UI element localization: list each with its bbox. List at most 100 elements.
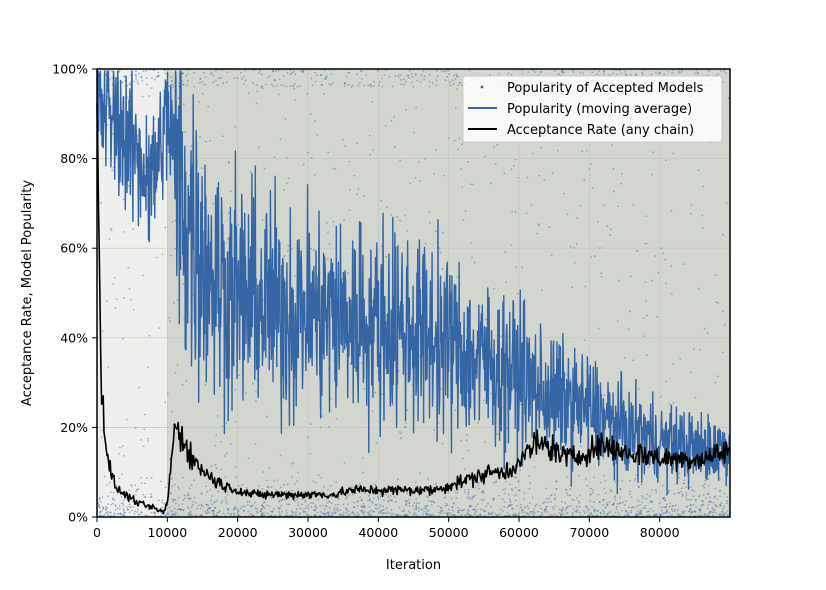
scatter-point <box>519 469 521 471</box>
scatter-point <box>448 73 451 76</box>
scatter-point <box>416 502 418 504</box>
scatter-point <box>664 282 667 285</box>
scatter-point <box>627 514 630 516</box>
scatter-point <box>122 504 125 507</box>
scatter-point <box>278 513 281 516</box>
scatter-point <box>515 493 518 496</box>
scatter-point <box>307 151 309 154</box>
scatter-point <box>678 472 680 475</box>
scatter-point <box>189 510 192 513</box>
scatter-point <box>190 484 193 486</box>
scatter-point <box>418 160 420 163</box>
scatter-point <box>610 511 612 513</box>
scatter-point <box>215 514 218 517</box>
scatter-point <box>439 510 442 513</box>
scatter-point <box>610 228 612 231</box>
scatter-point <box>102 507 104 510</box>
scatter-point <box>226 71 229 74</box>
scatter-point <box>513 165 515 167</box>
scatter-point <box>216 512 219 514</box>
scatter-point <box>118 71 120 73</box>
scatter-point <box>230 512 233 515</box>
scatter-point <box>408 505 411 507</box>
scatter-point <box>347 514 350 516</box>
scatter-point <box>252 514 255 517</box>
scatter-point <box>506 506 509 509</box>
scatter-point <box>560 514 562 517</box>
scatter-point <box>126 96 129 99</box>
scatter-point <box>105 506 107 509</box>
scatter-point <box>445 512 448 514</box>
scatter-point <box>134 484 137 486</box>
scatter-point <box>442 512 445 515</box>
scatter-point <box>314 481 317 484</box>
scatter-point <box>579 514 582 517</box>
scatter-point <box>530 204 533 207</box>
scatter-point <box>645 497 648 500</box>
scatter-point <box>105 300 108 303</box>
scatter-point <box>668 506 671 508</box>
scatter-point <box>433 501 435 503</box>
scatter-point <box>212 74 215 77</box>
scatter-point <box>251 513 254 516</box>
scatter-point <box>376 507 379 510</box>
scatter-point <box>722 233 724 236</box>
scatter-point <box>690 498 693 501</box>
scatter-point <box>348 189 351 191</box>
scatter-point <box>625 500 627 502</box>
scatter-point <box>177 486 180 488</box>
scatter-point <box>511 489 514 491</box>
scatter-point <box>140 511 143 514</box>
scatter-point <box>599 481 602 484</box>
scatter-point <box>383 512 386 515</box>
scatter-point <box>129 83 131 86</box>
scatter-point <box>681 495 684 497</box>
scatter-point <box>550 494 553 496</box>
scatter-point <box>413 502 416 504</box>
scatter-point <box>369 498 371 501</box>
scatter-point <box>188 487 191 490</box>
scatter-point <box>190 145 193 148</box>
scatter-point <box>674 504 677 507</box>
scatter-point <box>712 501 715 504</box>
scatter-point <box>604 492 607 495</box>
scatter-point <box>200 504 203 507</box>
scatter-point <box>388 76 391 78</box>
scatter-point <box>145 514 148 516</box>
scatter-point <box>211 202 214 205</box>
scatter-point <box>606 513 609 515</box>
scatter-point <box>343 219 345 222</box>
scatter-point <box>446 504 448 507</box>
scatter-point <box>508 505 510 507</box>
x-tick-label-3: 30000 <box>288 525 328 540</box>
scatter-point <box>555 480 558 483</box>
scatter-point <box>469 505 471 508</box>
scatter-point <box>237 512 239 515</box>
scatter-point <box>610 514 613 517</box>
scatter-point <box>171 485 174 488</box>
scatter-point <box>706 514 709 516</box>
scatter-point <box>373 80 375 83</box>
scatter-point <box>725 512 727 515</box>
scatter-point <box>694 499 697 502</box>
scatter-point <box>430 500 433 503</box>
scatter-point <box>203 83 206 86</box>
scatter-point <box>509 504 511 506</box>
scatter-point <box>367 84 369 87</box>
scatter-point <box>521 72 524 75</box>
scatter-point <box>111 77 113 79</box>
scatter-point <box>612 503 615 505</box>
scatter-point <box>723 513 726 516</box>
scatter-point <box>593 507 596 510</box>
scatter-point <box>243 75 245 78</box>
scatter-point <box>664 511 667 514</box>
scatter-point <box>395 513 397 516</box>
scatter-point <box>247 510 250 513</box>
scatter-point <box>313 509 315 512</box>
scatter-point <box>670 508 673 511</box>
scatter-point <box>487 513 490 516</box>
scatter-point <box>188 508 191 510</box>
scatter-point <box>408 498 410 501</box>
scatter-point <box>424 157 426 160</box>
scatter-point <box>359 81 361 84</box>
